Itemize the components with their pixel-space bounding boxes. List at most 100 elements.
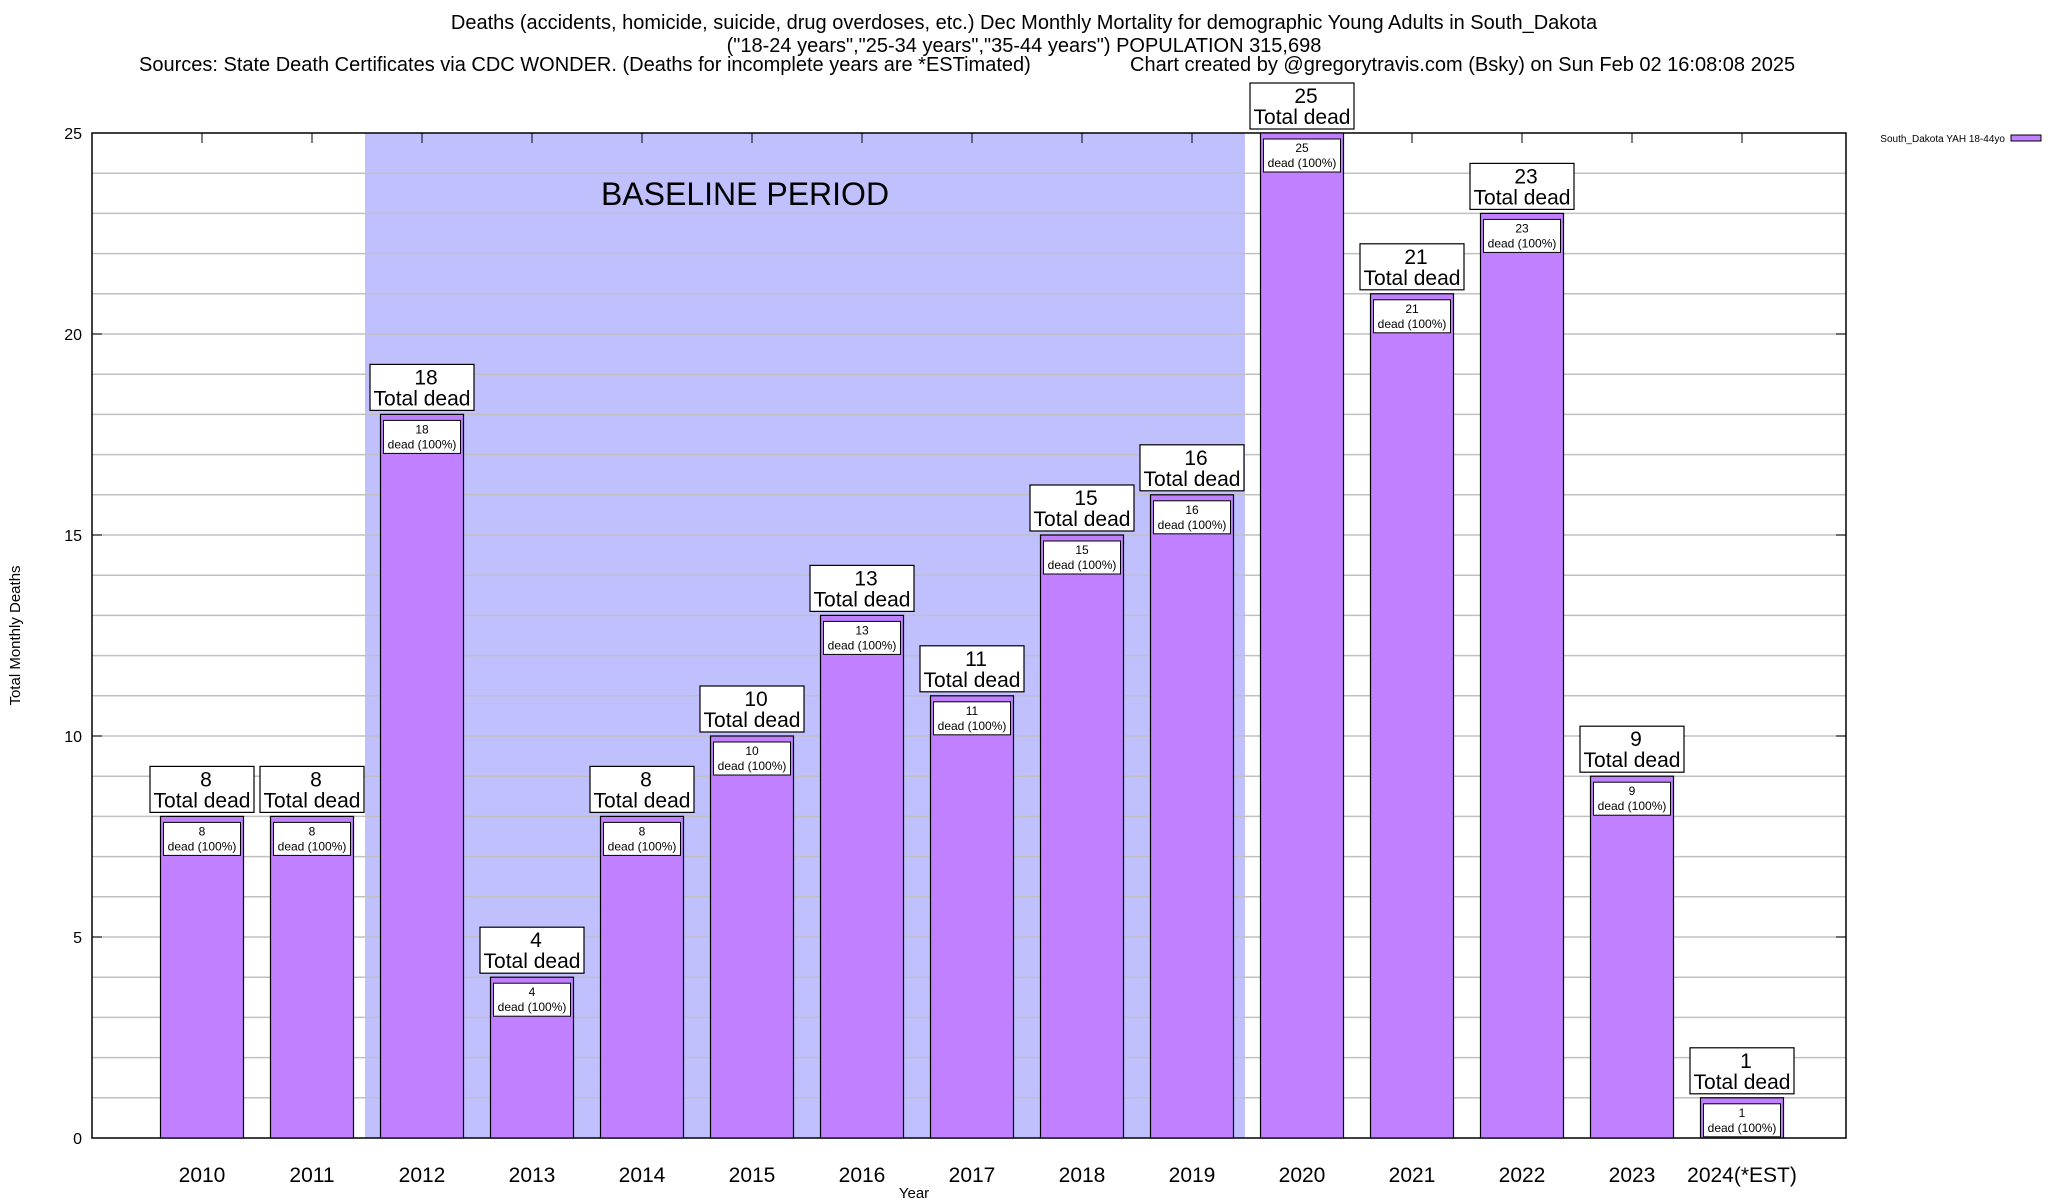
bar-total-label: Total dead xyxy=(1584,749,1681,772)
x-tick-label: 2012 xyxy=(399,1164,446,1187)
bar-inner-value: 13 xyxy=(855,623,869,637)
bar-total-label: Total dead xyxy=(374,387,471,410)
bar-inner-label: dead (100%) xyxy=(498,1000,567,1014)
bar-inner-value: 16 xyxy=(1185,503,1199,517)
bar-inner-value: 8 xyxy=(639,824,646,838)
x-tick-label: 2014 xyxy=(619,1164,666,1187)
bar-inner-value: 23 xyxy=(1515,221,1529,235)
bar-inner-label: dead (100%) xyxy=(608,839,677,853)
bar-inner-label-box xyxy=(163,821,241,856)
bar-total-value: 21 xyxy=(1404,246,1427,269)
baseline-label: BASELINE PERIOD xyxy=(601,176,889,212)
x-tick-label: 2023 xyxy=(1609,1164,1656,1187)
bar xyxy=(819,614,905,1139)
bar-inner-label-box xyxy=(823,620,901,655)
bar-inner-value: 9 xyxy=(1629,784,1636,798)
bar-total-value: 13 xyxy=(854,567,877,590)
bar xyxy=(1479,212,1565,1139)
x-tick-label: 2019 xyxy=(1169,1164,1216,1187)
bar-inner-label: dead (100%) xyxy=(828,638,897,652)
bar-total-value: 8 xyxy=(640,768,652,791)
bar-inner-value: 8 xyxy=(199,824,206,838)
x-tick-label: 2010 xyxy=(179,1164,226,1187)
bar-inner-label-box xyxy=(383,419,461,454)
x-axis-label: Year xyxy=(899,1185,929,1200)
bar-total-value: 8 xyxy=(200,768,212,791)
bar-total-value: 10 xyxy=(744,688,767,711)
y-tick-label: 20 xyxy=(64,327,82,344)
bar-total-label: Total dead xyxy=(154,789,251,812)
bar-total-label: Total dead xyxy=(1254,106,1351,129)
bar-inner-value: 21 xyxy=(1405,302,1419,316)
bar-inner-label-box xyxy=(273,821,351,856)
bar xyxy=(1039,534,1125,1139)
bar-inner-label-box xyxy=(1043,540,1121,575)
y-tick-label: 10 xyxy=(64,729,82,746)
bar-total-value: 4 xyxy=(530,929,542,952)
bar-inner-label-box xyxy=(1263,138,1341,173)
x-tick-label: 2013 xyxy=(509,1164,556,1187)
x-tick-label: 2024(*EST) xyxy=(1687,1164,1797,1187)
bar-total-value: 11 xyxy=(965,648,987,671)
bar xyxy=(929,695,1015,1139)
bar-inner-label-box xyxy=(603,821,681,856)
bar-total-label: Total dead xyxy=(1144,468,1241,491)
legend-swatch xyxy=(2010,134,2042,142)
bar-total-value: 23 xyxy=(1514,165,1537,188)
credit-note: Chart created by @gregorytravis.com (Bsk… xyxy=(1130,54,1796,76)
bar xyxy=(379,413,465,1139)
bar xyxy=(1369,293,1455,1139)
y-tick-label: 25 xyxy=(64,126,82,143)
x-tick-label: 2011 xyxy=(289,1164,334,1187)
bar-inner-value: 1 xyxy=(1739,1106,1746,1120)
bar-total-label-box xyxy=(919,645,1025,693)
bar-total-label-box xyxy=(1249,82,1355,130)
bar-total-label-box xyxy=(1689,1047,1795,1095)
bar-total-label: Total dead xyxy=(1034,508,1131,531)
bar-inner-label: dead (100%) xyxy=(1158,518,1227,532)
bar xyxy=(1259,132,1345,1139)
bar-total-label-box xyxy=(479,926,585,974)
bar-total-value: 18 xyxy=(414,366,437,389)
y-tick-label: 0 xyxy=(73,1131,82,1148)
bar-total-label: Total dead xyxy=(814,588,911,611)
bar-total-label-box xyxy=(1029,484,1135,532)
y-tick-label: 15 xyxy=(64,528,82,545)
x-tick-label: 2022 xyxy=(1499,1164,1546,1187)
bar-total-value: 8 xyxy=(310,768,322,791)
bar xyxy=(599,815,685,1139)
bar-inner-label: dead (100%) xyxy=(938,719,1007,733)
sources-note: Sources: State Death Certificates via CD… xyxy=(139,54,1031,76)
bar xyxy=(1589,775,1675,1139)
bar-inner-label: dead (100%) xyxy=(278,839,347,853)
bar-total-value: 9 xyxy=(1630,728,1642,751)
bar-total-label-box xyxy=(369,363,475,411)
x-tick-label: 2020 xyxy=(1279,1164,1326,1187)
x-tick-label: 2016 xyxy=(839,1164,886,1187)
bar-total-label: Total dead xyxy=(264,789,361,812)
chart-title-line-2: ("18-24 years","25-34 years","35-44 year… xyxy=(726,35,1322,57)
bar-total-label-box xyxy=(699,685,805,733)
bar-inner-value: 18 xyxy=(415,422,429,436)
x-tick-label: 2017 xyxy=(949,1164,996,1187)
bar-total-label-box xyxy=(589,765,695,814)
bar-total-label-box xyxy=(259,765,365,814)
y-tick-label: 5 xyxy=(73,930,82,947)
bar-inner-label: dead (100%) xyxy=(1378,317,1447,331)
bar-inner-value: 8 xyxy=(309,824,316,838)
bar-total-label: Total dead xyxy=(1364,267,1461,290)
bar-inner-label: dead (100%) xyxy=(1268,156,1337,170)
bar-total-label-box xyxy=(149,765,255,814)
legend-label: South_Dakota YAH 18-44yo xyxy=(1880,134,2005,145)
bar-inner-label-box xyxy=(493,982,571,1017)
bar-total-value: 16 xyxy=(1184,447,1207,470)
y-axis-label: Total Monthly Deaths xyxy=(7,565,24,705)
bar-total-label: Total dead xyxy=(1474,186,1571,209)
bar-total-label-box xyxy=(1469,162,1575,210)
bar xyxy=(709,735,795,1139)
x-tick-label: 2018 xyxy=(1059,1164,1106,1187)
x-tick-label: 2015 xyxy=(729,1164,776,1187)
x-tick-label: 2021 xyxy=(1389,1164,1436,1187)
